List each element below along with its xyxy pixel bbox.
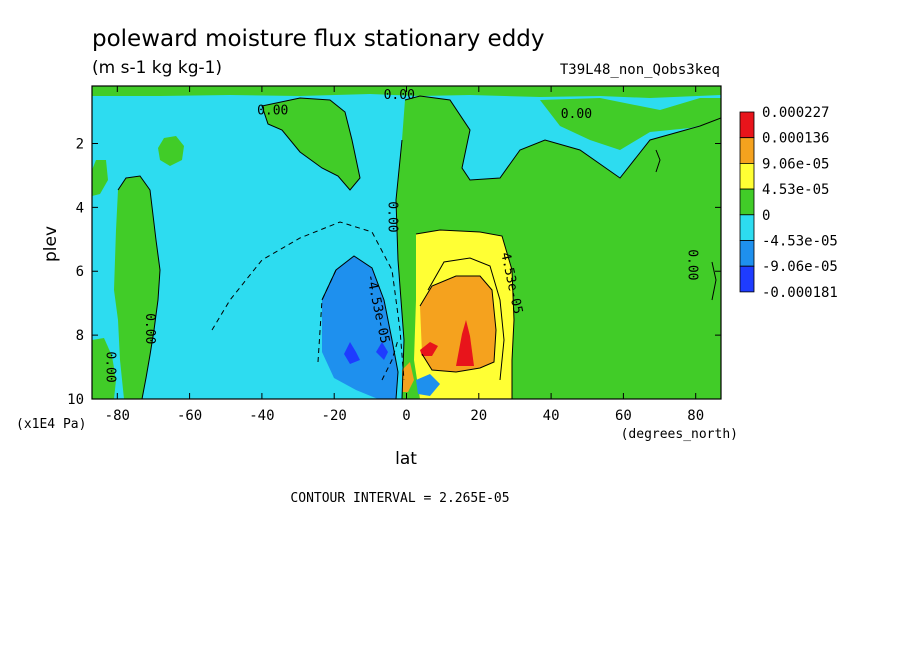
colorbar-swatch (739, 137, 755, 164)
contour-interval: CONTOUR INTERVAL = 2.265E-05 (290, 491, 509, 506)
y-axis-label: plev (41, 226, 61, 262)
colorbar-label: -0.000181 (762, 285, 838, 301)
y-tick-label: 4 (76, 200, 84, 216)
colorbar-swatch (739, 240, 755, 267)
green-region (158, 136, 184, 166)
chart-subtitle: (m s-1 kg kg-1) (92, 58, 222, 78)
colorbar-label: 4.53e-05 (762, 182, 829, 198)
orange-region (402, 362, 414, 392)
orange-region (420, 276, 496, 372)
y-tick-label: 6 (76, 264, 84, 280)
contour-label: 0.00 (384, 201, 399, 232)
y-tick-label: 8 (76, 328, 84, 344)
colorbar-swatch (739, 188, 755, 216)
x-unit-label: (degrees_north) (621, 427, 738, 442)
colorbar-label: 9.06e-05 (762, 156, 829, 172)
contour-field (92, 86, 721, 399)
darkblue-region (376, 342, 388, 360)
y-tick-label: 2 (76, 136, 84, 152)
x-axis: -80 -60 -40 -20 0 20 40 60 80 (105, 86, 704, 424)
green-region (540, 98, 721, 150)
contour-label: 0.00 (257, 104, 288, 119)
x-tick-label: 80 (687, 408, 704, 424)
blue-region (416, 374, 440, 396)
colorbar-label: 0.000227 (762, 105, 829, 121)
colorbar-swatch (739, 265, 755, 293)
chart-title: poleward moisture flux stationary eddy (92, 26, 545, 52)
y-axis: 2 4 6 8 10 (67, 136, 721, 408)
green-region (262, 98, 360, 190)
x-tick-label: 60 (615, 408, 632, 424)
contour-label: 0.00 (684, 249, 699, 280)
negative-contours (211, 221, 405, 381)
y-tick-label: 10 (67, 392, 84, 408)
x-tick-label: 40 (543, 408, 560, 424)
x-tick-label: 0 (402, 408, 410, 424)
contour-label: 0.00 (102, 351, 117, 382)
colorbar-label: -9.06e-05 (762, 259, 838, 275)
x-tick-label: -60 (177, 408, 202, 424)
x-tick-label: -20 (322, 408, 347, 424)
red-region (420, 342, 438, 356)
green-region (114, 176, 160, 399)
colorbar-swatch (739, 162, 755, 190)
red-region (456, 320, 474, 366)
colorbar: 0.000227 0.000136 9.06e-05 4.53e-05 0 -4.53e-… (739, 105, 838, 301)
blue-region (322, 256, 398, 399)
x-tick-label: -40 (249, 408, 274, 424)
colorbar-label: 0 (762, 208, 770, 224)
contour-label: 0.00 (384, 88, 415, 103)
contour-label: 0.00 (561, 107, 592, 122)
colorbar-label: -4.53e-05 (762, 234, 838, 250)
x-tick-label: -80 (105, 408, 130, 424)
y-unit-label: (x1E4 Pa) (16, 417, 86, 432)
x-tick-label: 20 (470, 408, 487, 424)
x-axis-label: lat (395, 449, 417, 469)
run-label: T39L48_non_Qobs3keq (560, 62, 720, 78)
contour-label: 0.00 (142, 313, 157, 344)
darkblue-region (344, 342, 360, 364)
colorbar-swatch (739, 214, 755, 241)
green-region (92, 160, 108, 196)
green-region (92, 338, 116, 399)
colorbar-swatch (739, 111, 755, 139)
colorbar-label: 0.000136 (762, 131, 829, 147)
contour-lines (117, 95, 721, 399)
